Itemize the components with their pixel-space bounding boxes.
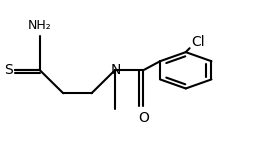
Text: NH₂: NH₂ [28,19,52,32]
Text: Cl: Cl [191,35,205,49]
Text: S: S [4,63,13,77]
Text: N: N [111,63,121,77]
Text: O: O [138,111,149,125]
